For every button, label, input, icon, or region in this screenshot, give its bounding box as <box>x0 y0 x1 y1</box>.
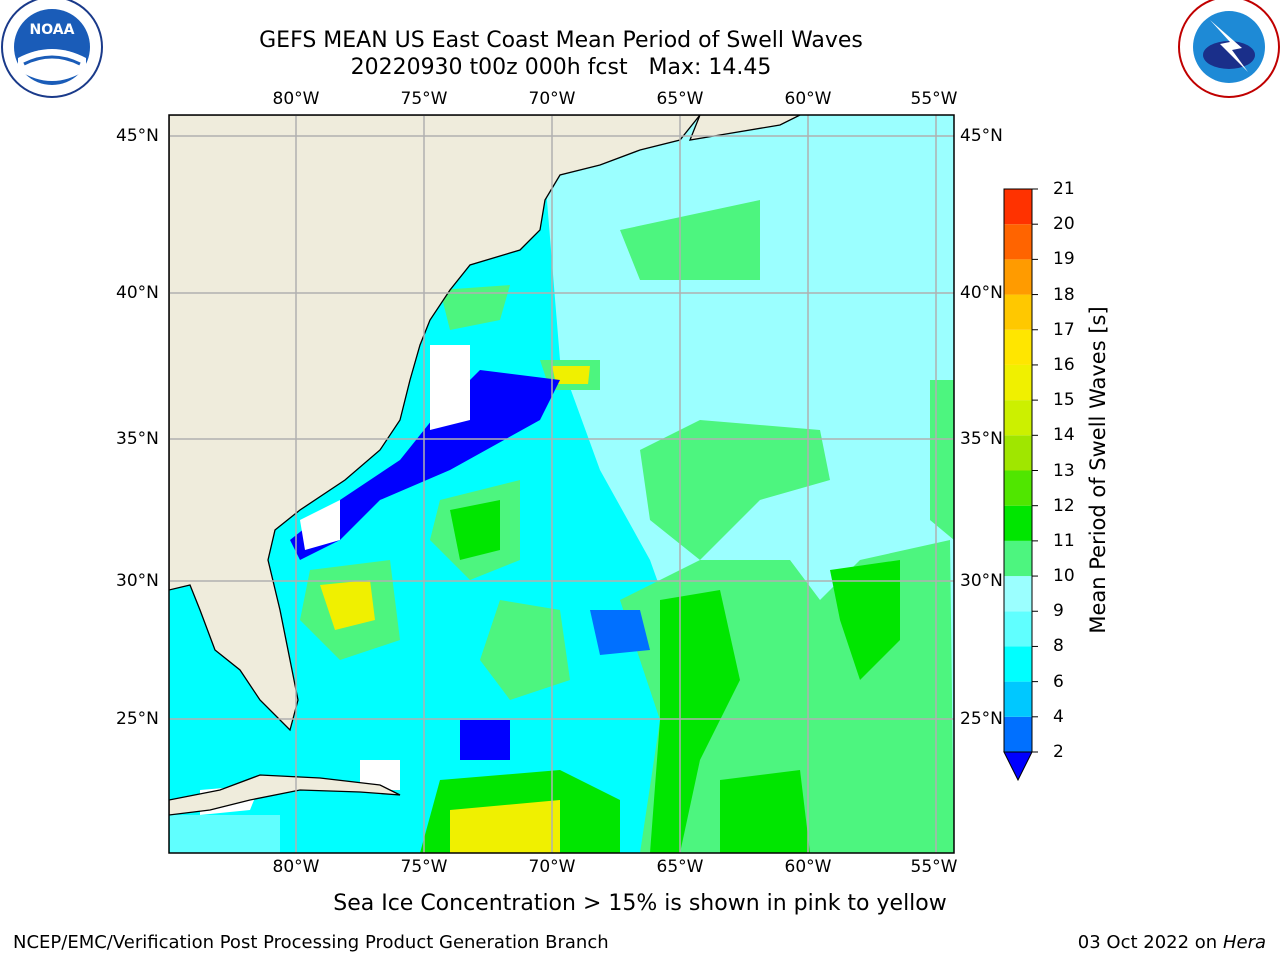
sea-ice-caption: Sea Ice Concentration > 15% is shown in … <box>333 891 947 916</box>
map-frame <box>168 114 955 854</box>
graticule <box>169 115 954 853</box>
colorbar-tick-label: 8 <box>1053 636 1064 657</box>
colorbar-segment <box>1004 364 1032 401</box>
colorbar-tick-label: 20 <box>1053 214 1075 235</box>
colorbar-tick-label: 17 <box>1053 319 1075 340</box>
lon-label-bottom-80w: 80°W <box>272 857 320 877</box>
footer-branch: NCEP/EMC/Verification Post Processing Pr… <box>13 932 609 953</box>
colorbar-segment <box>1004 329 1032 365</box>
title-line-1: GEFS MEAN US East Coast Mean Period of S… <box>259 28 863 53</box>
lon-label-top-70w: 70°W <box>528 89 576 109</box>
lon-label-bottom-60w: 60°W <box>784 857 832 877</box>
colorbar-segment <box>1004 294 1032 330</box>
colorbar-tick-label: 12 <box>1053 495 1075 516</box>
footer-date: 03 Oct 2022 on Hera <box>1078 932 1266 953</box>
colorbar-tick-label: 18 <box>1053 284 1075 305</box>
colorbar-tick-label: 21 <box>1053 179 1075 199</box>
colorbar-tick-label: 6 <box>1053 671 1064 692</box>
colorbar-segment <box>1004 470 1032 506</box>
lon-label-top-65w: 65°W <box>656 89 704 109</box>
lat-label-left-40n: 40°N <box>116 283 159 303</box>
colorbar-segment <box>1004 259 1032 295</box>
colorbar-tick-label: 2 <box>1053 742 1064 762</box>
colorbar-tick-label: 10 <box>1053 566 1075 587</box>
swell-field <box>170 115 954 853</box>
colorbar-title: Mean Period of Swell Waves [s] <box>1086 306 1110 634</box>
colorbar-segment <box>1004 400 1032 436</box>
lat-label-right-45n: 45°N <box>960 126 1003 146</box>
lon-label-bottom-55w: 55°W <box>910 857 958 877</box>
lon-label-bottom-75w: 75°W <box>400 857 448 877</box>
lon-label-bottom-65w: 65°W <box>656 857 704 877</box>
lat-label-right-35n: 35°N <box>960 429 1003 449</box>
colorbar-segment <box>1004 611 1032 647</box>
colorbar-segment <box>1004 540 1032 577</box>
colorbar <box>1003 188 1038 782</box>
colorbar-tick-label: 4 <box>1053 706 1064 727</box>
colorbar-segment <box>1004 435 1032 471</box>
footer-machine: Hera <box>1222 932 1266 953</box>
colorbar-segment <box>1004 646 1032 682</box>
nws-logo <box>1178 0 1280 98</box>
colorbar-tick-label: 15 <box>1053 390 1075 411</box>
footer-date-text: 03 Oct 2022 on <box>1077 932 1218 953</box>
chart-title: GEFS MEAN US East Coast Mean Period of S… <box>0 27 1122 81</box>
colorbar-segment <box>1004 505 1032 541</box>
colorbar-tick-label: 19 <box>1053 249 1075 270</box>
colorbar-tick-label: 16 <box>1053 354 1075 375</box>
lat-label-right-25n: 25°N <box>960 709 1003 729</box>
lat-label-right-40n: 40°N <box>960 283 1003 303</box>
lat-label-left-30n: 30°N <box>116 571 159 591</box>
lat-label-left-45n: 45°N <box>116 126 159 146</box>
colorbar-segment <box>1004 576 1032 612</box>
noaa-logo: NOAA <box>1 0 103 98</box>
colorbar-tick-label: 13 <box>1053 460 1075 481</box>
colorbar-tick-label: 9 <box>1053 601 1064 622</box>
lon-label-top-60w: 60°W <box>784 89 832 109</box>
colorbar-under-arrow <box>1003 751 1033 782</box>
title-line-2: 20220930 t00z 000h fcst Max: 14.45 <box>350 55 772 80</box>
colorbar-segment <box>1004 189 1032 225</box>
lon-label-bottom-70w: 70°W <box>528 857 576 877</box>
lat-label-left-25n: 25°N <box>116 709 159 729</box>
lon-label-top-75w: 75°W <box>400 89 448 109</box>
colorbar-segment <box>1004 716 1032 752</box>
noaa-logo-text: NOAA <box>30 22 75 38</box>
colorbar-segment <box>1004 681 1032 717</box>
colorbar-segment <box>1004 224 1032 260</box>
lon-label-top-55w: 55°W <box>910 89 958 109</box>
lat-label-left-35n: 35°N <box>116 429 159 449</box>
colorbar-tick-label: 14 <box>1053 425 1075 446</box>
land-mass <box>169 115 801 816</box>
colorbar-tick-label: 11 <box>1053 530 1075 551</box>
lat-label-right-30n: 30°N <box>960 571 1003 591</box>
lon-label-top-80w: 80°W <box>272 89 320 109</box>
